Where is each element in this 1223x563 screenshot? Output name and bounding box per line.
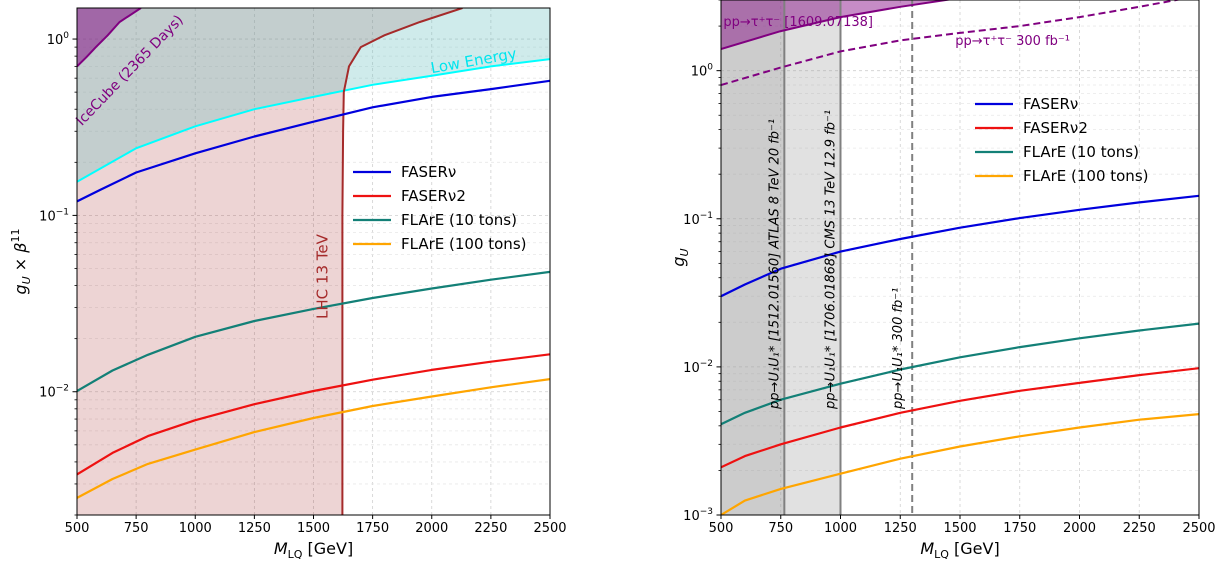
x-axis-label-main: M — [274, 539, 288, 558]
y-tick-exponent: 0 — [707, 63, 713, 73]
legend-label-faser: FASERν — [1023, 95, 1078, 113]
x-axis-label-sub: LQ — [288, 548, 303, 559]
y-tick-label: 10−1 — [39, 207, 69, 224]
x-tick-label: 2500 — [1182, 521, 1215, 536]
y-tick-exponent: −2 — [700, 359, 713, 369]
legend-label-flare-100-tons: FLArE (100 tons) — [401, 235, 527, 253]
y-tick-label: 100 — [47, 31, 70, 48]
x-tick-label: 1250 — [238, 521, 271, 536]
x-axis-label-sub: LQ — [934, 548, 949, 559]
low-energy-boundary — [77, 58, 550, 183]
y-tick-base: 10 — [39, 386, 56, 401]
y-axis-label-sub: U — [20, 276, 33, 284]
tau-bound-line-1 — [721, 0, 953, 50]
tau-bound-line-2 — [721, 0, 1182, 86]
x-tick-label: 1750 — [356, 521, 389, 536]
series-line-flare-100-tons — [721, 413, 1199, 515]
tau-bound-label-1: pp→τ⁺τ⁻ [1609.07138] — [723, 15, 873, 30]
series-line-flare-100-tons — [77, 378, 550, 499]
low-energy-shade — [77, 8, 550, 182]
y-tick-label: 10−2 — [39, 384, 69, 401]
x-tick-label: 500 — [65, 521, 90, 536]
series-line-faser — [77, 79, 550, 203]
y-axis-label-main: g — [669, 256, 688, 266]
series-line-faser-2 — [77, 353, 550, 476]
legend-label-faser-2: FASERν2 — [401, 187, 466, 205]
y-tick-base: 10 — [683, 361, 700, 376]
y-axis-label-mid: × β — [11, 242, 30, 276]
lhc-13tev-label: LHC 13 TeV — [314, 233, 332, 319]
x-tick-label: 750 — [768, 521, 793, 536]
leptoquark-pair-bound-label-3: pp→U₁U₁* 300 fb⁻¹ — [891, 288, 906, 410]
x-tick-label: 1000 — [824, 521, 857, 536]
y-tick-label: 10−3 — [683, 507, 713, 524]
legend-label-flare-100-tons: FLArE (100 tons) — [1023, 167, 1149, 185]
y-axis-label: gU — [669, 248, 691, 266]
legend-label-flare-10-tons: FLArE (10 tons) — [401, 211, 517, 229]
y-axis-label: gU × β11 — [9, 228, 33, 294]
y-tick-label: 10−2 — [683, 359, 713, 376]
leptoquark-pair-bound-label-1: pp→U₁U₁* [1512.01560] ATLAS 8 TeV 20 fb⁻… — [767, 119, 782, 410]
x-axis-label-main: M — [920, 539, 934, 558]
y-tick-base: 10 — [39, 209, 56, 224]
x-axis-label: MLQ [GeV] — [920, 539, 999, 559]
tau-excluded-region — [721, 0, 946, 49]
x-tick-label: 1500 — [297, 521, 330, 536]
icecube-region — [77, 8, 141, 67]
y-tick-base: 10 — [683, 509, 700, 524]
legend: FASERν FASERν2 FLArE (10 tons) FLArE (100 t… — [353, 163, 527, 253]
y-tick-label: 10−1 — [683, 211, 713, 228]
x-axis-label: MLQ [GeV] — [274, 539, 353, 559]
x-tick-label: 750 — [124, 521, 149, 536]
x-tick-label: 1750 — [1003, 521, 1036, 536]
low-energy-region — [77, 8, 550, 182]
y-tick-exponent: 0 — [63, 31, 69, 41]
legend-label-faser: FASERν — [401, 163, 456, 181]
y-axis-label-sub: U — [678, 248, 691, 256]
y-axis-label-main: g — [11, 284, 30, 294]
y-tick-exponent: −2 — [56, 384, 69, 394]
icecube-boundary — [77, 8, 142, 68]
x-tick-label: 1500 — [943, 521, 976, 536]
lhc-13tev-boundary — [341, 8, 463, 515]
x-tick-label: 2250 — [1123, 521, 1156, 536]
y-tick-base: 10 — [47, 33, 64, 48]
x-tick-label: 2000 — [415, 521, 448, 536]
x-tick-label: 1000 — [179, 521, 212, 536]
y-tick-exponent: −3 — [700, 507, 713, 517]
series-line-faser-2 — [721, 367, 1199, 469]
plot-content — [721, 0, 1199, 515]
x-tick-label: 1250 — [884, 521, 917, 536]
plot-content — [77, 8, 550, 515]
leptoquark-pair-bound-label-2: pp→U₁U₁* [1706.01868] CMS 13 TeV 12.9 fb… — [824, 110, 839, 410]
legend-label-faser-2: FASERν2 — [1023, 119, 1088, 137]
x-tick-label: 2000 — [1063, 521, 1096, 536]
tau-bound-label-2: pp→τ⁺τ⁻ 300 fb⁻¹ — [955, 34, 1070, 49]
right-chart: pp→U₁U₁* [1512.01560] ATLAS 8 TeV 20 fb⁻… — [669, 0, 1216, 561]
x-tick-label: 2500 — [533, 521, 566, 536]
y-tick-base: 10 — [691, 65, 708, 80]
series-line-flare-10-tons — [721, 322, 1199, 426]
y-tick-base: 10 — [683, 213, 700, 228]
legend-label-flare-10-tons: FLArE (10 tons) — [1023, 143, 1139, 161]
x-tick-label: 2250 — [474, 521, 507, 536]
y-axis-label-sup: 11 — [9, 228, 22, 242]
series-line-flare-10-tons — [77, 270, 550, 392]
y-tick-label: 100 — [691, 63, 714, 80]
legend: FASERν FASERν2 FLArE (10 tons) FLArE (100 t… — [975, 95, 1149, 185]
y-tick-exponent: −1 — [56, 207, 69, 217]
x-tick-label: 500 — [709, 521, 734, 536]
x-axis-label-tail: [GeV] — [302, 539, 353, 558]
x-axis-label-tail: [GeV] — [949, 539, 1000, 558]
series-line-faser — [721, 194, 1199, 298]
exclusion-shade — [721, 0, 785, 515]
y-tick-exponent: −1 — [700, 211, 713, 221]
